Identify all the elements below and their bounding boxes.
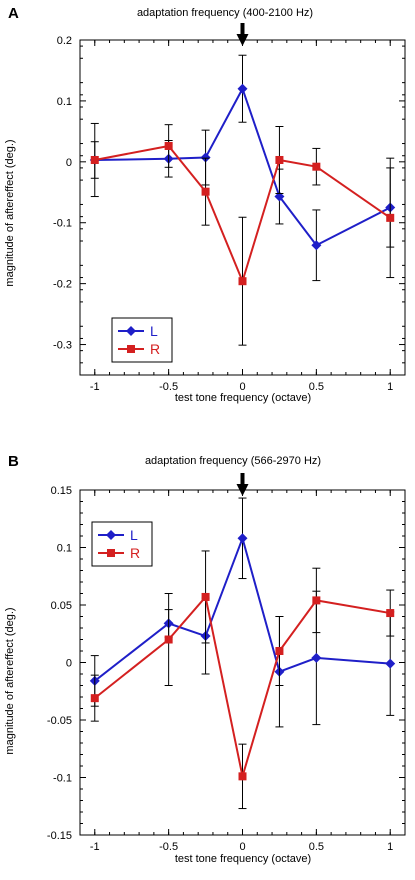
panel-b-ytick-label: -0.15: [47, 830, 72, 842]
panel-b-series-r-point: [238, 772, 247, 781]
panel-a-series-r-point: [386, 213, 395, 222]
panel-b-xtick-label: 0: [239, 841, 245, 853]
panel-a-series-r-point: [238, 277, 247, 286]
panel-b-series-l-point: [385, 658, 396, 669]
panel-b-series-r-point: [90, 694, 99, 703]
panel-a-ytick-label: 0.2: [57, 35, 72, 47]
panel-a-ytick-label: -0.2: [53, 279, 72, 291]
panel-b-series-r-point: [312, 596, 321, 605]
panel-a-ylabel: magnitude of aftereffect (deg.): [4, 139, 16, 286]
panel-b-plot-area: 0.15 0.1 0.05 0 -0.05 -0.1 -0.15 -1 -0.5 0 0.5 1 LR: [47, 473, 406, 853]
panel-a-plot-area: 0.2 0.1 0 -0.1 -0.2 -0.3 -1 -0.5 0 0.5 1 LR: [53, 23, 406, 393]
panel-b-ytick-label: -0.1: [53, 773, 72, 785]
panel-a-legend-box: [111, 317, 173, 363]
panel-a-arrow-head: [236, 34, 249, 46]
panel-b-series-r-point: [386, 609, 395, 618]
panel-b-legend-label-l: L: [130, 527, 138, 543]
panel-b-series-l-point: [311, 652, 322, 663]
panel-a-letter: A: [8, 5, 19, 22]
panel-a-ytick-label: -0.3: [53, 340, 72, 352]
panel-b-xtick-label: -1: [90, 841, 100, 853]
panel-a-xlabel: test tone frequency (octave): [175, 392, 311, 404]
panel-a: A adaptation frequency (400-2100 Hz) mag…: [4, 5, 406, 404]
panel-a-xtick-label: 1: [387, 381, 393, 393]
panel-a-series-l-point: [200, 152, 211, 163]
panel-a-title: adaptation frequency (400-2100 Hz): [137, 7, 313, 19]
panel-a-series-l-point: [311, 240, 322, 251]
panel-b-series-r-point: [275, 647, 284, 655]
panel-b-arrow-head: [236, 484, 249, 496]
panel-a-xtick-label: -1: [90, 381, 100, 393]
panel-a-legend-marker-r: [127, 345, 135, 353]
panel-b-legend-marker-l: [106, 530, 116, 540]
panel-a-xtick-label: -0.5: [159, 381, 178, 393]
panel-a-series-l-point: [237, 83, 248, 94]
panel-b-letter: B: [8, 453, 19, 470]
panel-a-series-r-point: [164, 141, 173, 150]
panel-b-legend-label-r: R: [130, 545, 140, 561]
panel-b-xtick-label: 1: [387, 841, 393, 853]
panel-b-xlabel: test tone frequency (octave): [175, 853, 311, 865]
panel-b-series-r-point: [201, 592, 210, 601]
panel-a-legend-label-l: L: [150, 323, 158, 339]
panel-a-series-l-point: [274, 191, 285, 202]
panel-a-series-r-point: [275, 155, 284, 164]
panel-b-ytick-label: 0.1: [57, 543, 72, 555]
panel-b-legend-marker-r: [107, 549, 115, 557]
panel-a-series-r-point: [201, 187, 210, 196]
panel-b-title: adaptation frequency (566-2970 Hz): [145, 455, 321, 467]
panel-b-xtick-label: 0.5: [309, 841, 324, 853]
panel-b-ytick-label: 0: [66, 658, 72, 670]
panel-a-series-r-point: [312, 162, 321, 171]
panel-b-ytick-label: 0.05: [51, 600, 72, 612]
panel-b-ylabel: magnitude of aftereffect (deg.): [4, 607, 16, 754]
panel-b-ytick-label: -0.05: [47, 715, 72, 727]
panel-b-xtick-label: -0.5: [159, 841, 178, 853]
panel-b-series-l-point: [237, 533, 248, 544]
panel-a-xtick-label: 0.5: [309, 381, 324, 393]
panel-a-series-r-point: [90, 155, 99, 164]
panel-a-xtick-label: 0: [239, 381, 245, 393]
panel-a-ytick-label: 0: [66, 157, 72, 169]
panel-a-legend-marker-l: [126, 326, 136, 336]
panel-a-ytick-label: -0.1: [53, 218, 72, 230]
panel-a-legend-label-r: R: [150, 341, 160, 357]
panel-b: B adaptation frequency (566-2970 Hz) mag…: [4, 453, 406, 865]
panel-b-legend-box: [91, 521, 153, 567]
panel-b-series-r-point: [164, 635, 173, 644]
panel-a-ytick-label: 0.1: [57, 96, 72, 108]
panel-b-ytick-label: 0.15: [51, 485, 72, 497]
